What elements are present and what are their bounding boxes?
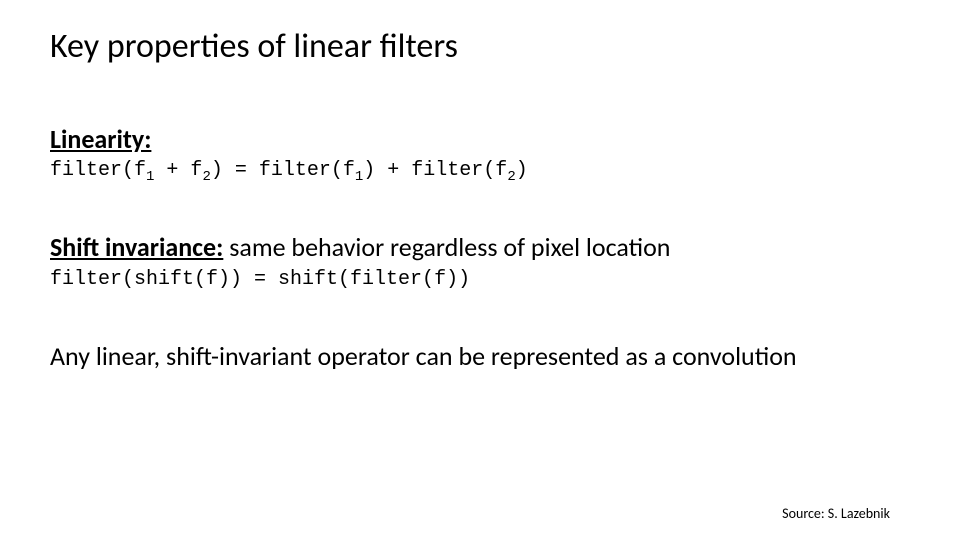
- slide-title: Key properties of linear filters: [50, 26, 910, 67]
- linearity-heading: Linearity:: [50, 123, 910, 155]
- shift-invariance-heading: Shift invariance:: [50, 231, 223, 263]
- source-attribution: Source: S. Lazebnik: [782, 505, 890, 522]
- shift-invariance-line: Shift invariance: same behavior regardle…: [50, 231, 910, 264]
- shift-invariance-equation: filter(shift(f)) = shift(filter(f)): [50, 266, 910, 294]
- shift-invariance-body: same behavior regardless of pixel locati…: [223, 231, 670, 263]
- conclusion-block: Any linear, shift-invariant operator can…: [50, 340, 910, 373]
- linearity-equation: filter(f1 + f2) = filter(f1) + filter(f2…: [50, 157, 910, 185]
- conclusion-text: Any linear, shift-invariant operator can…: [50, 340, 910, 373]
- slide-container: Key properties of linear filters Lineari…: [0, 0, 960, 540]
- shift-invariance-block: Shift invariance: same behavior regardle…: [50, 231, 910, 294]
- linearity-block: Linearity: filter(f1 + f2) = filter(f1) …: [50, 123, 910, 185]
